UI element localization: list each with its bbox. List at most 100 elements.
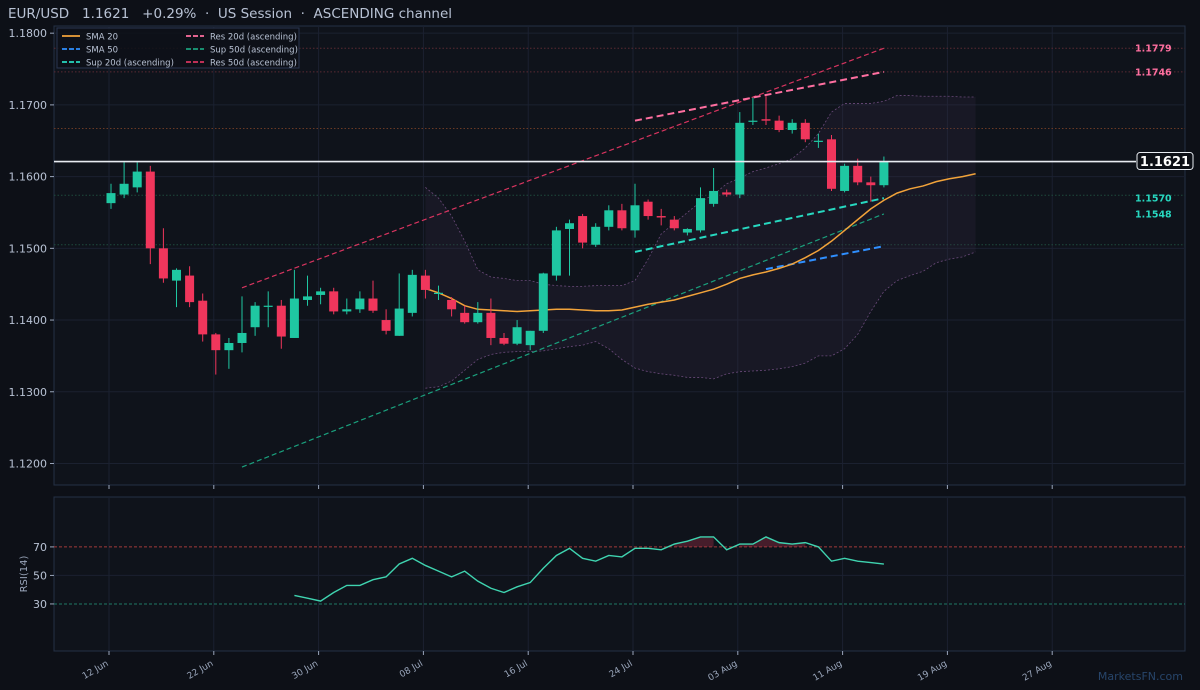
candle — [316, 287, 326, 305]
rsi-overbought-area — [674, 536, 714, 547]
candle-body — [761, 119, 771, 121]
candle — [119, 162, 129, 199]
candlesticks — [106, 96, 889, 375]
level-label: 1.1746 — [1135, 67, 1172, 78]
price-y-tick-label: 1.1600 — [9, 171, 48, 184]
candle — [866, 176, 876, 202]
candle-body — [643, 201, 653, 217]
series-line-sup-20d-ascending- — [634, 197, 885, 253]
candle — [145, 165, 155, 265]
series-line-sma-20 — [425, 173, 976, 313]
candle-body — [250, 305, 260, 328]
last-price-box — [1136, 152, 1194, 171]
rsi-y-tick-label: 50 — [33, 569, 47, 582]
candle-body — [696, 198, 705, 231]
candle-body — [512, 327, 522, 344]
candle-body — [709, 190, 719, 204]
candle — [512, 320, 522, 346]
candle — [682, 228, 692, 236]
candle-body — [682, 228, 692, 233]
candle — [342, 298, 352, 315]
candle — [709, 168, 719, 207]
candle — [303, 275, 312, 306]
candle-body — [224, 342, 234, 351]
candle — [630, 183, 640, 238]
candle — [473, 302, 483, 324]
candle — [486, 298, 496, 346]
candle — [224, 337, 234, 369]
price-y-tick-label: 1.1400 — [9, 314, 48, 327]
candle-body — [447, 299, 457, 310]
candle-body — [735, 122, 745, 195]
horizontal-levels — [54, 47, 1185, 246]
rsi-reference-lines — [54, 546, 1185, 605]
candle — [722, 189, 732, 197]
candle-body — [486, 312, 496, 338]
chart-header-title: EUR/USD 1.1621 +0.29% · US Session · ASC… — [8, 6, 452, 22]
candle — [158, 228, 168, 283]
candle — [263, 291, 273, 328]
candle-body — [813, 140, 823, 142]
legend-label: Sup 50d (ascending) — [210, 46, 298, 56]
candle-body — [538, 273, 548, 331]
legend-label: Res 50d (ascending) — [210, 59, 297, 69]
legend-label: SMA 20 — [86, 33, 118, 43]
watermark: MarketsFN.com — [1098, 670, 1183, 683]
candle-body — [132, 171, 142, 188]
candle — [748, 97, 758, 125]
candle — [198, 293, 208, 342]
candle-body — [800, 122, 810, 140]
rsi-grid — [108, 497, 1053, 651]
candle-body — [879, 161, 889, 186]
candle-body — [656, 216, 666, 218]
level-label: 1.1779 — [1135, 44, 1172, 55]
candle — [368, 280, 378, 313]
candle — [185, 266, 195, 308]
rsi-panel-frame — [53, 496, 1186, 652]
candle — [447, 297, 457, 317]
candle-body — [172, 269, 181, 281]
candle — [591, 223, 601, 247]
candle-body — [198, 300, 208, 335]
candle-body — [106, 193, 116, 204]
candle-body — [787, 122, 797, 130]
candle — [761, 96, 771, 125]
price-y-tick-label: 1.1500 — [9, 242, 48, 255]
trend-lines — [241, 47, 976, 468]
rsi-y-tick-label: 70 — [33, 541, 47, 554]
rsi-y-tick-label: 30 — [33, 598, 47, 611]
candle-body — [211, 334, 221, 351]
candle — [289, 269, 299, 338]
candle — [774, 115, 784, 133]
candle-body — [866, 182, 876, 186]
candle-body — [434, 292, 443, 294]
candle-body — [617, 210, 627, 229]
legend-label: SMA 50 — [86, 46, 118, 56]
candle-body — [342, 309, 352, 312]
candle-body — [499, 337, 509, 344]
level-label: 1.1570 — [1135, 194, 1172, 205]
last-price-label: 1.1621 — [1140, 155, 1190, 170]
candle-body — [840, 165, 850, 191]
bollinger-lower — [425, 251, 976, 389]
candle-body — [355, 298, 365, 310]
candle-body — [420, 275, 430, 290]
candle-body — [316, 291, 326, 295]
candle-body — [289, 298, 299, 338]
candle — [735, 112, 745, 199]
candle — [434, 285, 443, 300]
series-line-sma-50 — [765, 245, 885, 271]
candle — [381, 309, 391, 335]
candle-body — [473, 312, 483, 323]
candle — [643, 199, 653, 220]
series-line-res-20d-ascending- — [634, 70, 885, 122]
candle-body — [368, 298, 378, 311]
rsi-axis-label: RSI(14) — [19, 556, 30, 593]
candle — [538, 272, 548, 333]
candle — [840, 163, 850, 193]
bollinger-fill — [425, 95, 976, 389]
candle-body — [407, 274, 417, 313]
level-labels: 1.1779 1.1746 1.1570 1.1548 — [1135, 44, 1172, 221]
candle-body — [119, 183, 129, 195]
price-grid — [54, 26, 1185, 485]
